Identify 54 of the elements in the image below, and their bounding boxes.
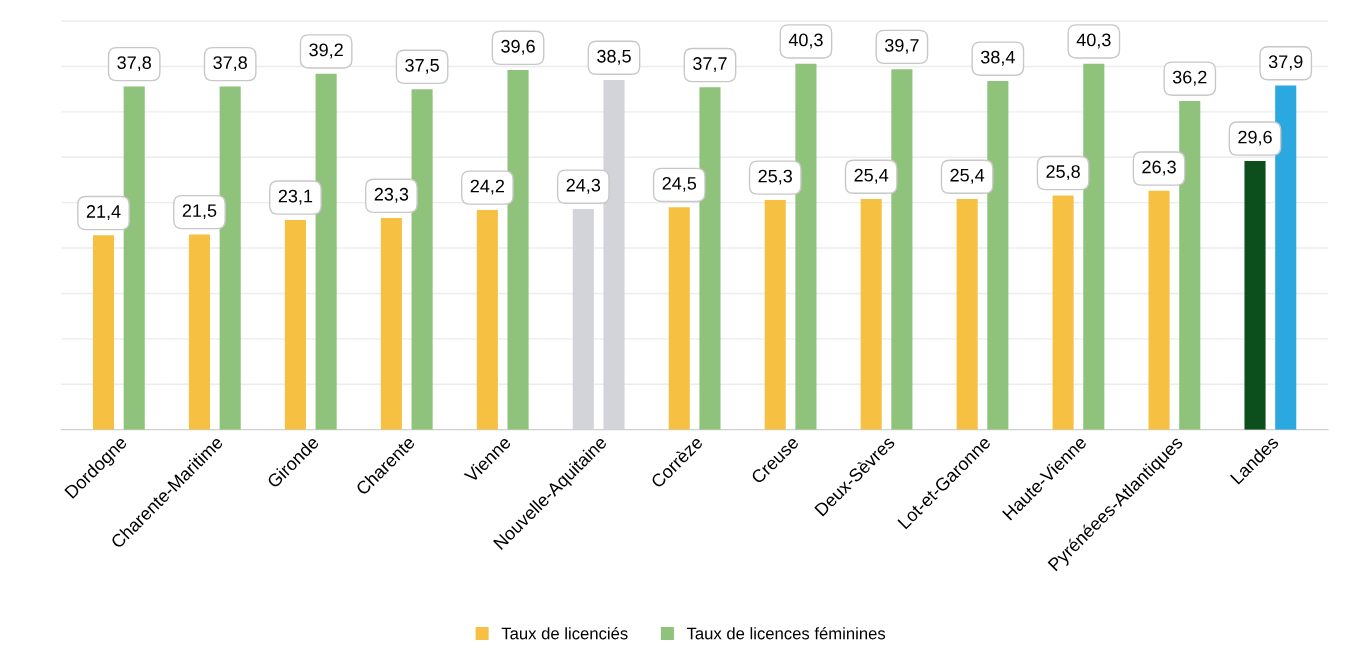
bar <box>476 209 498 430</box>
data-label: 29,6 <box>1238 130 1272 146</box>
bar <box>411 89 433 430</box>
bar <box>1275 85 1297 430</box>
bar <box>219 86 241 430</box>
bar <box>1083 63 1105 430</box>
bar <box>668 207 690 430</box>
bar <box>956 199 978 430</box>
data-label: 25,4 <box>854 168 889 184</box>
data-label: 38,5 <box>597 49 631 65</box>
data-label: 25,3 <box>758 169 792 185</box>
data-label: 40,3 <box>788 33 823 49</box>
data-label: 39,6 <box>501 39 535 55</box>
data-label: 37,5 <box>405 58 439 74</box>
bar <box>1179 100 1201 430</box>
legend-label: Taux de licenciés <box>501 626 628 640</box>
bar <box>603 80 625 430</box>
data-label: 24,2 <box>470 179 505 195</box>
data-label: 36,2 <box>1172 70 1207 86</box>
bar <box>987 80 1009 430</box>
bar <box>123 86 145 430</box>
data-label: 25,8 <box>1046 165 1080 181</box>
bar <box>284 219 306 430</box>
data-label: 37,8 <box>213 56 247 72</box>
data-label: 40,3 <box>1076 33 1111 49</box>
data-label: 21,4 <box>86 205 121 221</box>
bar <box>764 199 786 430</box>
data-label: 37,9 <box>1268 55 1303 71</box>
data-label: 26,3 <box>1142 160 1176 176</box>
bar <box>188 234 211 430</box>
bar <box>380 218 402 430</box>
data-label: 23,3 <box>374 187 409 203</box>
bar <box>1052 195 1074 430</box>
data-label: 37,8 <box>117 56 152 72</box>
data-label: 24,3 <box>566 178 601 194</box>
data-label: 25,4 <box>950 168 985 184</box>
data-label: 37,7 <box>693 57 727 73</box>
bar <box>92 235 115 430</box>
bar <box>507 70 529 430</box>
bar <box>572 209 594 430</box>
legend-label: Taux de licences féminines <box>686 626 886 640</box>
data-label: 39,2 <box>309 43 343 59</box>
bar <box>315 73 337 430</box>
data-label: 24,5 <box>662 176 697 192</box>
bar <box>1148 190 1170 430</box>
data-label: 21,5 <box>182 204 217 220</box>
data-label: 38,4 <box>980 50 1015 66</box>
bar <box>891 69 913 430</box>
bar <box>699 87 721 430</box>
data-label: 23,1 <box>278 189 313 205</box>
bar <box>795 63 817 430</box>
bar <box>860 199 882 430</box>
data-label: 39,7 <box>885 38 919 54</box>
bar <box>1244 160 1266 430</box>
